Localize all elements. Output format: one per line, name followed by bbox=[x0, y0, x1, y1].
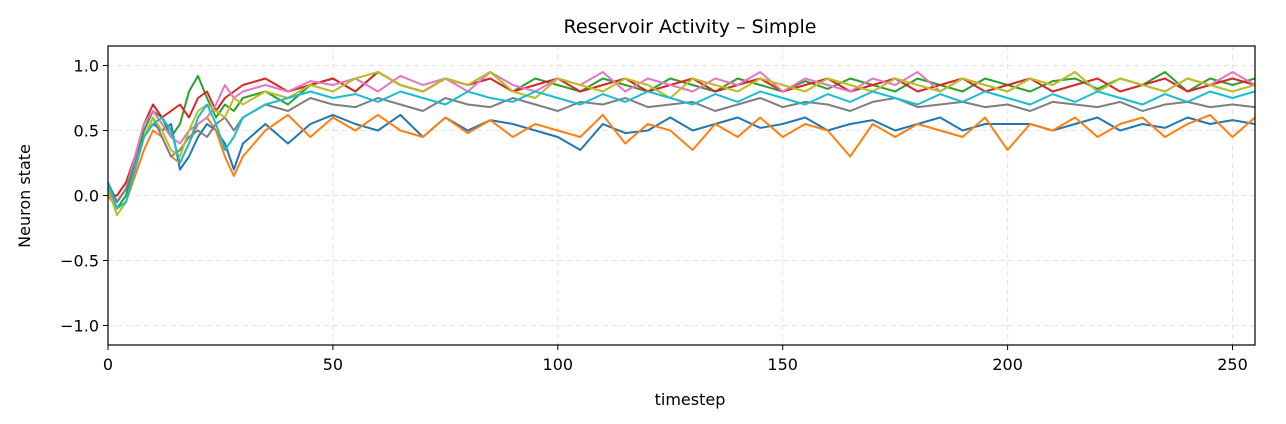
x-axis-label: timestep bbox=[655, 390, 726, 409]
series-line-4 bbox=[108, 71, 1255, 197]
y-tick-label: 0.0 bbox=[74, 187, 99, 206]
x-tick-label: 50 bbox=[323, 355, 343, 374]
series-line-2 bbox=[108, 113, 1255, 210]
y-tick-label: 0.5 bbox=[74, 122, 99, 141]
series-line-8 bbox=[108, 90, 1255, 210]
series-layer bbox=[108, 71, 1255, 216]
series-line-7 bbox=[108, 71, 1255, 216]
y-tick-label: −0.5 bbox=[60, 252, 99, 271]
series-line-1 bbox=[108, 113, 1255, 203]
x-tick-label: 200 bbox=[992, 355, 1023, 374]
x-tick-label: 250 bbox=[1217, 355, 1248, 374]
y-axis-label: Neuron state bbox=[15, 144, 34, 248]
grid-lines bbox=[107, 46, 1255, 345]
x-tick-label: 100 bbox=[543, 355, 574, 374]
x-tick-label: 0 bbox=[103, 355, 113, 374]
y-tick-label: −1.0 bbox=[60, 317, 99, 336]
y-axis-ticks: −1.0 −0.5 0.0 0.5 1.0 bbox=[60, 57, 108, 336]
series-line-6 bbox=[108, 97, 1255, 203]
y-tick-label: 1.0 bbox=[74, 57, 99, 76]
chart-title: Reservoir Activity – Simple bbox=[564, 16, 817, 38]
x-axis-ticks: 0 50 100 150 200 250 bbox=[103, 345, 1248, 374]
x-tick-label: 150 bbox=[767, 355, 798, 374]
